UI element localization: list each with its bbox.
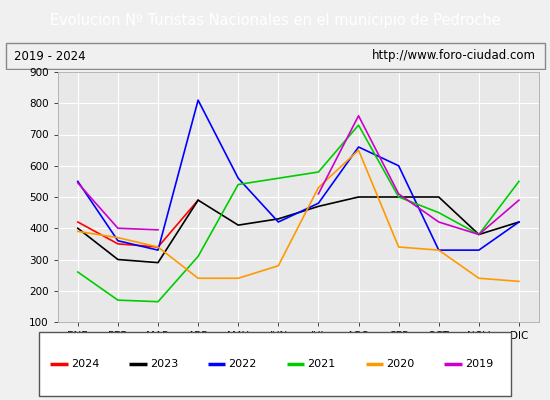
Text: 2024: 2024 <box>71 359 99 369</box>
Text: 2019: 2019 <box>465 359 493 369</box>
Text: http://www.foro-ciudad.com: http://www.foro-ciudad.com <box>372 50 536 62</box>
Text: Evolucion Nº Turistas Nacionales en el municipio de Pedroche: Evolucion Nº Turistas Nacionales en el m… <box>50 14 501 28</box>
Text: 2019 - 2024: 2019 - 2024 <box>14 50 85 62</box>
Text: 2022: 2022 <box>228 359 257 369</box>
Text: 2021: 2021 <box>307 359 336 369</box>
Text: 2023: 2023 <box>150 359 178 369</box>
Text: 2020: 2020 <box>386 359 414 369</box>
